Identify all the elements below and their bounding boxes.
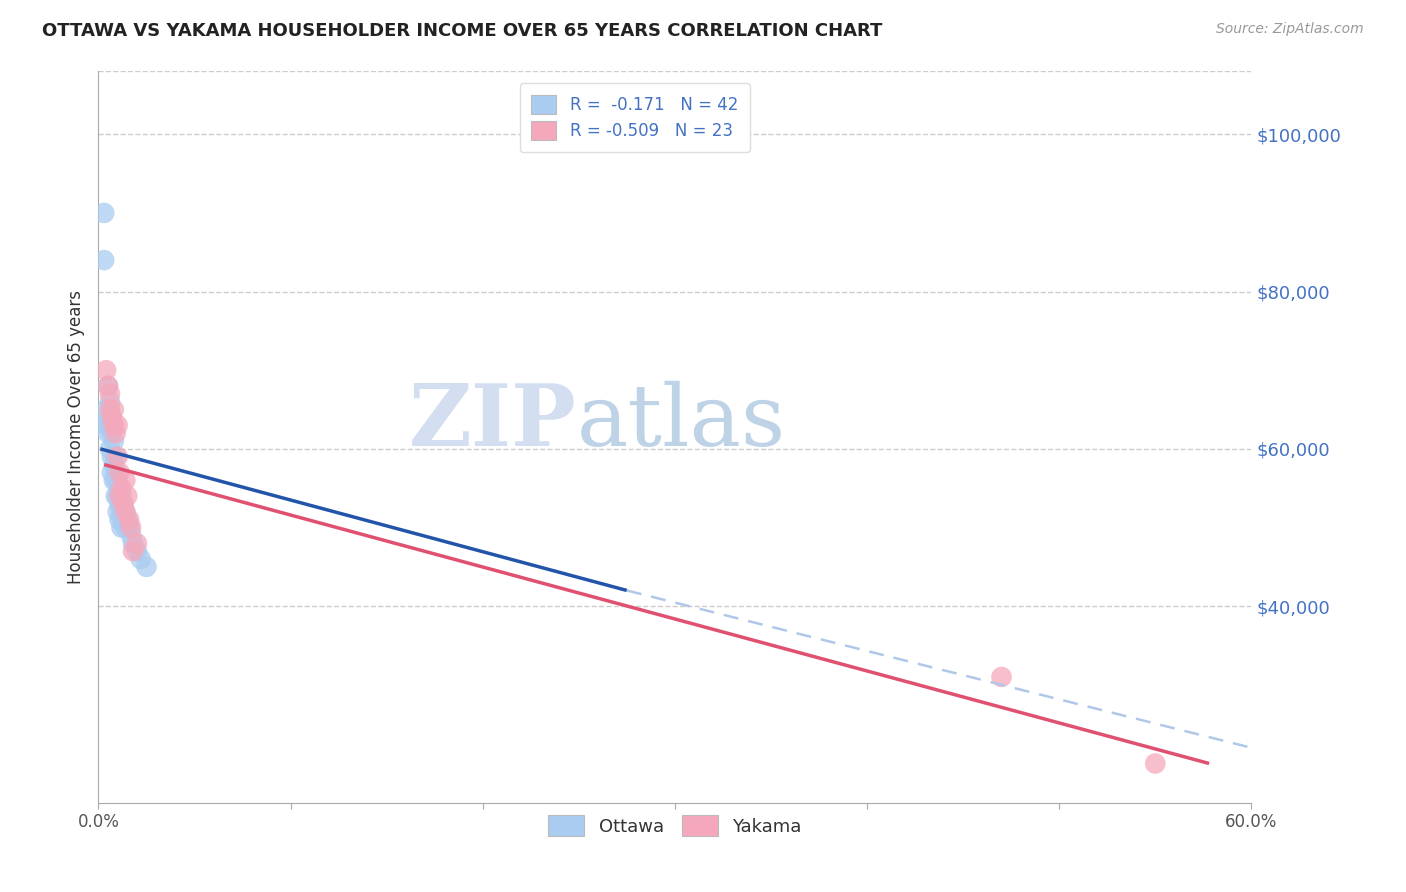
Point [114,505,136,519]
Point [112,513,135,527]
Text: OTTAWA VS YAKAMA HOUSEHOLDER INCOME OVER 65 YEARS CORRELATION CHART: OTTAWA VS YAKAMA HOUSEHOLDER INCOME OVER… [42,22,883,40]
Point [1144,756,1167,771]
Point [120,528,142,542]
Point [122,544,145,558]
Point [98,418,121,433]
Point [110,505,132,519]
Point [108,489,131,503]
Text: Source: ZipAtlas.com: Source: ZipAtlas.com [1216,22,1364,37]
Point [114,520,136,534]
Point [101,450,124,464]
Point [120,520,142,534]
Point [117,513,139,527]
Point [97,410,120,425]
Text: ZIP: ZIP [409,381,576,465]
Point [108,481,131,495]
Point [101,410,124,425]
Point [104,473,127,487]
Point [107,418,129,433]
Point [110,481,132,495]
Point [129,552,152,566]
Point [107,489,129,503]
Point [101,466,124,480]
Point [104,450,127,464]
Point [108,466,131,480]
Point [107,450,129,464]
Point [118,513,141,527]
Point [103,418,125,433]
Legend: Ottawa, Yakama: Ottawa, Yakama [536,803,814,848]
Point [112,497,135,511]
Point [98,402,121,417]
Point [125,536,148,550]
Point [103,402,125,417]
Point [104,466,127,480]
Y-axis label: Householder Income Over 65 years: Householder Income Over 65 years [66,290,84,584]
Point [110,489,132,503]
Point [114,473,136,487]
Point [108,497,131,511]
Point [112,497,135,511]
Point [98,387,121,401]
Point [94,418,117,433]
Point [97,379,120,393]
Point [94,363,117,377]
Point [104,426,127,441]
Point [97,426,120,441]
Point [98,442,121,456]
Point [94,402,117,417]
Point [93,253,115,268]
Point [103,418,125,433]
Point [107,473,129,487]
Point [125,544,148,558]
Point [93,206,115,220]
Text: atlas: atlas [576,381,786,464]
Point [110,520,132,534]
Point [98,394,121,409]
Point [122,536,145,550]
Point [117,489,139,503]
Point [97,379,120,393]
Point [118,520,141,534]
Point [135,559,157,574]
Point [103,473,125,487]
Point [107,505,129,519]
Point [101,426,124,441]
Point [103,458,125,472]
Point [101,410,124,425]
Point [104,489,127,503]
Point [103,434,125,448]
Point [990,670,1012,684]
Point [108,513,131,527]
Point [114,505,136,519]
